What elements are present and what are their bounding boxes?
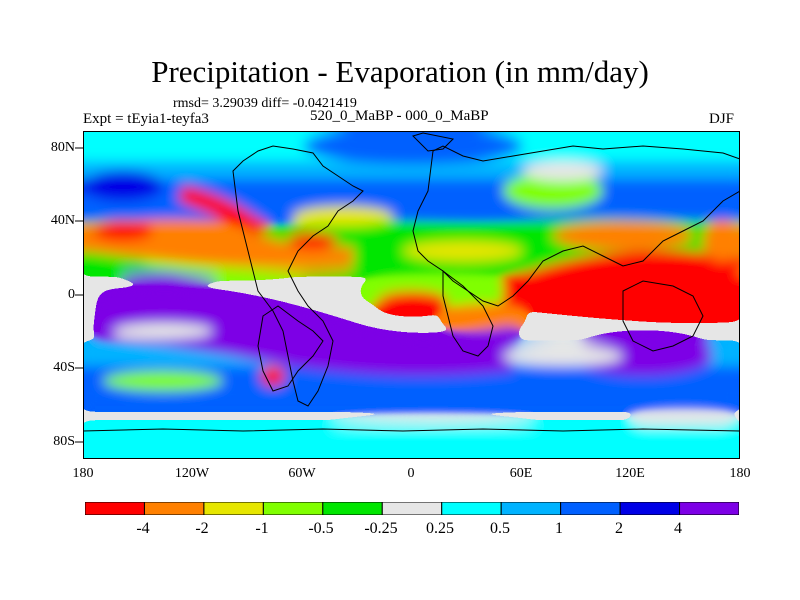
colorbar-swatch [441,502,502,515]
colorbar-label: 0.5 [490,520,510,537]
x-tick-label: 120E [615,466,645,481]
colorbar-label: -1 [255,520,269,537]
period-label: 520_0_MaBP - 000_0_MaBP [310,108,489,124]
y-tick-label: 40S [53,360,75,375]
colorbar-label: -4 [136,520,150,537]
colorbar-swatch [679,502,739,515]
x-tick-label: 60W [288,466,316,481]
colorbar-label: 0.25 [426,520,454,537]
continent-outlines [83,132,740,432]
rmsd-diff-stats: rmsd= 3.29039 diff= -0.0421419 [173,96,357,111]
colorbar-label: 2 [615,520,623,537]
colorbar-swatch [143,502,205,515]
x-tick-label: 120W [174,466,210,481]
colorbar-swatch [381,502,443,515]
y-tick-label: 80S [53,434,75,449]
colorbar-swatch [500,502,562,515]
colorbar-label: -2 [195,520,209,537]
precip-evap-field [83,131,740,459]
y-tick-label: 40N [50,213,75,228]
x-tick-label: 180 [729,466,751,481]
y-ticks [75,147,83,443]
x-tick-label: 180 [72,466,94,481]
x-tick-label: 60E [509,466,533,481]
colorbar-label: 4 [674,520,682,537]
colorbar-swatch [85,502,145,515]
map-plot [83,131,740,459]
y-tick-label: 0 [68,287,75,302]
season-label: DJF [709,111,735,127]
y-tick-label: 80N [50,140,75,155]
colorbar-swatch [619,502,681,515]
colorbar [85,502,739,515]
colorbar-label: -0.5 [308,520,334,537]
colorbar-swatch [560,502,621,515]
x-tick-label: 0 [407,466,415,481]
colorbar-swatch [203,502,264,515]
map-frame [83,131,740,459]
colorbar-label: 1 [555,520,563,537]
colorbar-label: -0.25 [364,520,398,537]
map-title: Precipitation - Evaporation (in mm/day) [151,54,649,89]
experiment-label: Expt = tEyia1-teyfa3 [83,111,209,127]
colorbar-swatch [322,502,383,515]
colorbar-swatch [262,502,324,515]
